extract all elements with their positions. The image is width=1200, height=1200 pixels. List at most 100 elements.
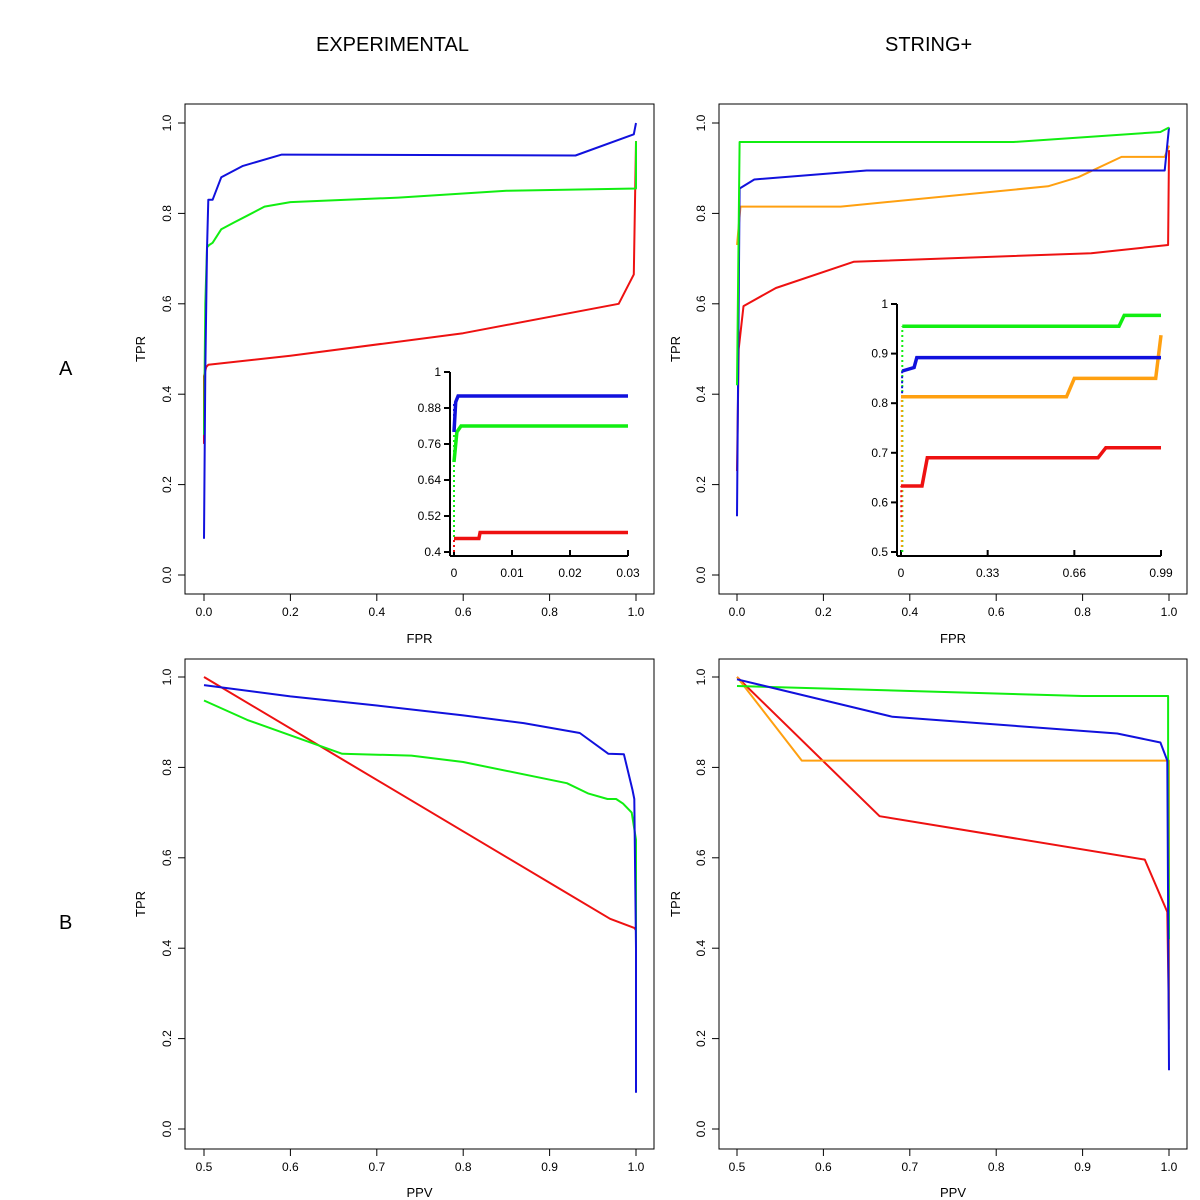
x-tick-label: 0.6 — [988, 605, 1005, 619]
series-line-green — [203, 699, 637, 989]
y-tick-label: 0.0 — [160, 566, 174, 583]
x-tick-label: 0.6 — [815, 1160, 832, 1174]
series-line-orange — [736, 145, 1170, 246]
chart-B-experimental: 0.5 0.6 0.7 0.8 0.9 1.0 0.0 0.2 0.4 0.6 0.8 1.0 PPV T… — [133, 658, 655, 1200]
x-tick-label: 0.4 — [368, 605, 385, 619]
plot-frame — [718, 658, 1188, 1150]
y-tick-label: 0.8 — [160, 205, 174, 222]
inset-chart: 0.4 0.52 0.64 0.76 0.88 1 0 0.01 0.02 0.03 — [418, 365, 640, 580]
x-tick-label: 0.8 — [541, 605, 558, 619]
y-axis-label: TPR — [668, 336, 683, 362]
y-tick-label: 1.0 — [694, 114, 708, 131]
x-tick-label: 1.0 — [628, 1160, 645, 1174]
inset-x-tick-label: 0.66 — [1063, 566, 1087, 580]
row-label-a: A — [59, 358, 73, 380]
y-tick-label: 0.2 — [694, 1030, 708, 1047]
inset-y-tick-label: 0.9 — [871, 347, 888, 361]
series-line-blue — [203, 684, 637, 1093]
series-line-blue — [736, 678, 1170, 1071]
inset-series-red — [454, 530, 628, 541]
inset-y-tick-label: 0.8 — [871, 396, 888, 410]
inset-y-tick-label: 0.88 — [418, 401, 442, 415]
inset-x-tick-label: 0 — [451, 566, 458, 580]
x-tick-label: 0.6 — [282, 1160, 299, 1174]
column-title-experimental: EXPERIMENTAL — [316, 34, 469, 56]
inset-y-tick-label: 1 — [434, 365, 441, 379]
inset-series-orange — [901, 334, 1163, 399]
y-tick-label: 0.0 — [160, 1120, 174, 1137]
x-axis-label: FPR — [940, 631, 966, 646]
x-tick-label: 0.5 — [196, 1160, 213, 1174]
x-tick-label: 0.8 — [455, 1160, 472, 1174]
series-line-green — [736, 126, 1170, 386]
y-tick-label: 1.0 — [694, 668, 708, 685]
y-tick-label: 0.6 — [694, 849, 708, 866]
inset-y-tick-label: 1 — [881, 297, 888, 311]
inset-chart: 0.5 0.6 0.7 0.8 0.9 1 0 0.33 0.66 0.99 — [871, 297, 1173, 580]
y-tick-label: 0.2 — [160, 476, 174, 493]
y-tick-label: 1.0 — [160, 114, 174, 131]
inset-series-green — [452, 424, 628, 463]
x-tick-label: 0.9 — [1074, 1160, 1091, 1174]
x-tick-label: 0.2 — [282, 605, 299, 619]
inset-y-tick-label: 0.52 — [418, 509, 442, 523]
x-tick-label: 0.5 — [729, 1160, 746, 1174]
inset-y-tick-label: 0.64 — [418, 473, 442, 487]
y-tick-label: 0.6 — [694, 295, 708, 312]
x-tick-label: 0.8 — [1074, 605, 1091, 619]
y-tick-label: 0.0 — [694, 566, 708, 583]
inset-series-red — [901, 446, 1161, 488]
series-line-red — [736, 676, 1170, 1026]
column-title-string: STRING+ — [885, 34, 973, 56]
inset-y-tick-label: 0.7 — [871, 446, 888, 460]
inset-y-tick-label: 0.5 — [871, 545, 888, 559]
inset-x-tick-label: 0.03 — [616, 566, 640, 580]
series-line-green — [736, 685, 1170, 940]
y-tick-label: 0.2 — [160, 1030, 174, 1047]
y-tick-label: 0.4 — [160, 386, 174, 403]
plot-frame — [718, 103, 1188, 595]
inset-y-tick-label: 0.6 — [871, 495, 888, 509]
x-tick-label: 0.8 — [988, 1160, 1005, 1174]
series-line-green — [203, 141, 637, 435]
inset-x-tick-label: 0.02 — [558, 566, 582, 580]
y-axis-label: TPR — [133, 891, 148, 917]
inset-series-blue — [452, 394, 628, 433]
x-tick-label: 1.0 — [1161, 605, 1178, 619]
y-axis-label: TPR — [133, 336, 148, 362]
inset-x-tick-label: 0.01 — [500, 566, 524, 580]
x-tick-label: 0.9 — [541, 1160, 558, 1174]
x-tick-label: 0.7 — [901, 1160, 918, 1174]
plot-frame — [184, 103, 655, 595]
y-tick-label: 0.8 — [160, 759, 174, 776]
y-tick-label: 1.0 — [160, 668, 174, 685]
y-tick-label: 0.4 — [160, 940, 174, 957]
y-tick-label: 0.6 — [160, 295, 174, 312]
x-tick-label: 0.0 — [729, 605, 746, 619]
y-tick-label: 0.8 — [694, 205, 708, 222]
x-tick-label: 0.0 — [196, 605, 213, 619]
chart-A-experimental: 0.0 0.2 0.4 0.6 0.8 1.0 0.0 0.2 0.4 0.6 0.8 1.0 FPR T… — [133, 103, 655, 646]
series-line-red — [736, 150, 1170, 472]
y-tick-label: 0.6 — [160, 849, 174, 866]
inset-x-tick-label: 0 — [898, 566, 905, 580]
chart-A-string: 0.0 0.2 0.4 0.6 0.8 1.0 0.0 0.2 0.4 0.6 0.8 1.0 FPR T… — [668, 103, 1188, 646]
y-tick-label: 0.0 — [694, 1120, 708, 1137]
x-tick-label: 1.0 — [628, 605, 645, 619]
inset-y-tick-label: 0.76 — [418, 437, 442, 451]
x-axis-label: PPV — [406, 1185, 432, 1200]
x-axis-label: FPR — [407, 631, 433, 646]
x-tick-label: 0.4 — [901, 605, 918, 619]
inset-x-tick-label: 0.33 — [976, 566, 1000, 580]
inset-series-green — [902, 313, 1161, 329]
series-line-blue — [203, 122, 637, 539]
y-axis-label: TPR — [668, 891, 683, 917]
y-tick-label: 0.2 — [694, 476, 708, 493]
chart-B-string: 0.5 0.6 0.7 0.8 0.9 1.0 0.0 0.2 0.4 0.6 0.8 1.0 PPV T… — [668, 658, 1188, 1200]
row-label-b: B — [59, 912, 73, 934]
x-tick-label: 0.6 — [455, 605, 472, 619]
x-tick-label: 0.2 — [815, 605, 832, 619]
y-tick-label: 0.4 — [694, 386, 708, 403]
inset-series-blue — [901, 355, 1161, 373]
series-line-red — [203, 141, 637, 444]
